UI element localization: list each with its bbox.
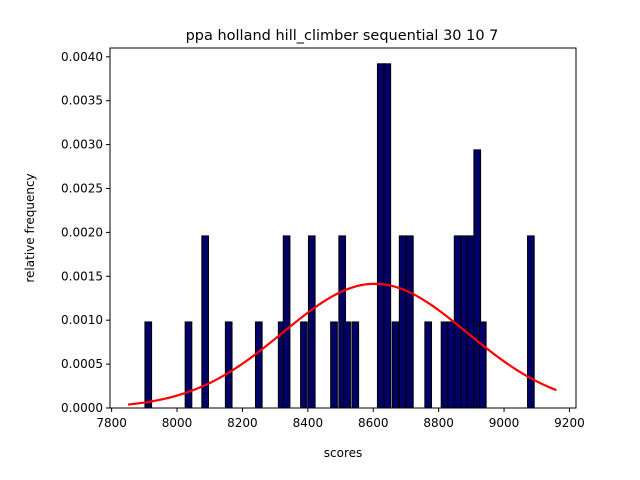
histogram-bar (460, 235, 468, 409)
histogram-bar (440, 321, 449, 409)
histogram-bar (144, 321, 153, 409)
histogram-bar (282, 235, 291, 409)
y-tick-label: 0.0005 (61, 357, 103, 371)
histogram-bar (351, 321, 360, 409)
histogram-bar (184, 321, 193, 409)
histogram-bar (307, 235, 316, 409)
histogram-bar (406, 235, 414, 409)
histogram-bar (466, 235, 475, 409)
histogram-bar (343, 321, 351, 409)
x-tick-label: 8600 (358, 416, 389, 430)
x-tick-label: 9000 (489, 416, 520, 430)
x-axis-label: scores (324, 446, 363, 460)
bars-group (144, 63, 535, 409)
x-tick-label: 8000 (162, 416, 193, 430)
y-tick-label: 0.0030 (61, 138, 103, 152)
y-tick-label: 0.0015 (61, 269, 103, 283)
histogram-bar (330, 321, 338, 409)
x-tick-label: 9200 (554, 416, 585, 430)
y-axis-label: relative frequency (23, 173, 37, 282)
x-axis-ticks: 7800 8000 8200 8400 8600 8800 9000 9200 (96, 408, 585, 430)
normal-fit-line (127, 282, 557, 406)
y-tick-label: 0.0040 (61, 50, 103, 64)
histogram-bar (527, 235, 535, 409)
plot-frame (109, 47, 577, 409)
histogram-bar (224, 321, 233, 409)
histogram-bar (478, 321, 487, 409)
histogram-bar (391, 321, 400, 409)
histogram-bar (424, 321, 433, 409)
histogram-bar (254, 321, 263, 409)
histogram-bar (201, 235, 209, 409)
x-tick-label: 8400 (293, 416, 324, 430)
x-tick-label: 8800 (423, 416, 454, 430)
y-tick-label: 0.0010 (61, 313, 103, 327)
y-tick-label: 0.0020 (61, 225, 103, 239)
histogram-bar (447, 321, 455, 409)
y-axis-ticks: 0.0000 0.0005 0.0010 0.0015 0.0020 0.0025 0.00… (61, 50, 110, 415)
y-tick-label: 0.0035 (61, 94, 103, 108)
y-tick-label: 0.0025 (61, 181, 103, 195)
histogram-bar (300, 321, 308, 409)
x-tick-label: 8200 (227, 416, 258, 430)
histogram-bar (398, 235, 407, 409)
histogram-bar (376, 63, 385, 409)
y-tick-label: 0.0000 (61, 401, 103, 415)
chart-title: ppa holland hill_climber sequential 30 1… (186, 28, 499, 44)
x-tick-label: 7800 (96, 416, 127, 430)
histogram-bar (383, 63, 392, 409)
